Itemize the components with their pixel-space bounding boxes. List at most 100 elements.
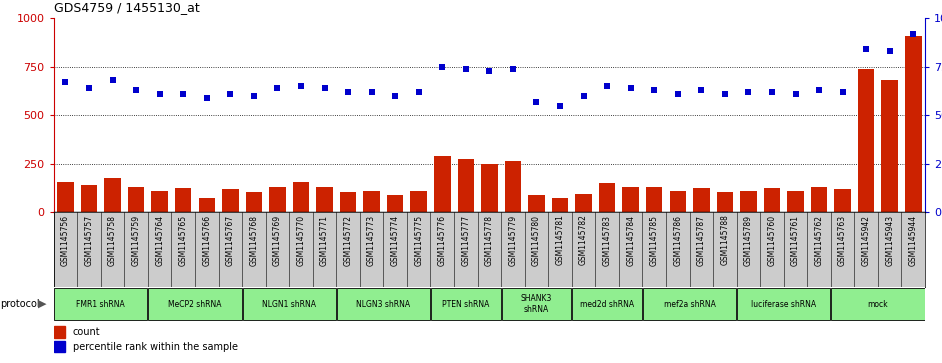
Text: ▶: ▶ — [38, 299, 46, 309]
Bar — [619, 212, 642, 287]
Bar — [313, 212, 336, 287]
Point — [506, 66, 521, 72]
Bar — [525, 212, 548, 287]
Point — [718, 91, 733, 97]
Bar — [552, 198, 568, 212]
Bar — [383, 212, 407, 287]
Point — [553, 103, 568, 109]
Bar — [57, 182, 73, 212]
Point — [270, 85, 285, 91]
Bar — [364, 191, 380, 212]
Bar — [572, 212, 595, 287]
Point — [200, 95, 215, 101]
Point — [647, 87, 662, 93]
Bar — [243, 289, 336, 319]
Text: GSM1145776: GSM1145776 — [438, 215, 447, 266]
Point — [459, 66, 474, 72]
Bar — [642, 212, 666, 287]
Text: GSM1145759: GSM1145759 — [132, 215, 140, 266]
Text: GSM1145760: GSM1145760 — [768, 215, 776, 266]
Bar — [690, 212, 713, 287]
Bar — [340, 192, 356, 212]
Bar — [854, 212, 878, 287]
Bar — [336, 212, 360, 287]
Point — [577, 93, 592, 99]
Bar — [905, 36, 921, 212]
Bar — [764, 188, 780, 212]
Point — [128, 87, 144, 93]
Bar — [599, 183, 615, 212]
Bar — [101, 212, 124, 287]
Point — [765, 89, 780, 95]
Bar — [784, 212, 807, 287]
Bar — [54, 212, 77, 287]
Bar — [811, 187, 827, 212]
Text: GSM1145765: GSM1145765 — [179, 215, 187, 266]
Bar — [573, 289, 642, 319]
Point — [836, 89, 851, 95]
Bar — [878, 212, 901, 287]
Point — [153, 91, 168, 97]
Bar — [454, 212, 478, 287]
Text: percentile rank within the sample: percentile rank within the sample — [73, 342, 237, 352]
Bar — [222, 189, 238, 212]
Bar — [788, 191, 804, 212]
Text: FMR1 shRNA: FMR1 shRNA — [76, 299, 125, 309]
Text: GSM1145782: GSM1145782 — [579, 215, 588, 265]
Bar — [246, 192, 262, 212]
Point — [859, 46, 874, 52]
Text: NLGN3 shRNA: NLGN3 shRNA — [356, 299, 411, 309]
Point — [106, 77, 121, 83]
Bar — [199, 198, 215, 212]
Bar — [175, 188, 191, 212]
Point — [341, 89, 356, 95]
Bar — [623, 187, 639, 212]
Bar — [149, 289, 242, 319]
Bar — [693, 188, 709, 212]
Text: GSM1145770: GSM1145770 — [297, 215, 305, 266]
Text: GSM1145771: GSM1145771 — [320, 215, 329, 266]
Point — [906, 31, 921, 37]
Bar — [171, 212, 195, 287]
Bar — [195, 212, 219, 287]
Text: GSM1145774: GSM1145774 — [391, 215, 399, 266]
Text: GSM1145762: GSM1145762 — [815, 215, 823, 266]
Text: GSM1145773: GSM1145773 — [367, 215, 376, 266]
Text: GSM1145761: GSM1145761 — [791, 215, 800, 266]
Bar — [670, 191, 686, 212]
Text: GSM1145758: GSM1145758 — [108, 215, 117, 266]
Point — [694, 87, 709, 93]
Text: GSM1145788: GSM1145788 — [721, 215, 729, 265]
Point — [317, 85, 333, 91]
Point — [788, 91, 804, 97]
Bar — [740, 191, 756, 212]
Bar — [481, 164, 497, 212]
Text: GSM1145768: GSM1145768 — [250, 215, 258, 266]
Bar — [55, 289, 147, 319]
Text: PTEN shRNA: PTEN shRNA — [442, 299, 490, 309]
Point — [529, 99, 544, 105]
Bar — [337, 289, 430, 319]
Bar — [128, 187, 144, 212]
Bar — [458, 159, 474, 212]
Text: GSM1145772: GSM1145772 — [344, 215, 352, 266]
Text: GSM1145766: GSM1145766 — [203, 215, 211, 266]
Text: GSM1145778: GSM1145778 — [485, 215, 494, 266]
Bar — [360, 212, 383, 287]
Bar — [505, 161, 521, 212]
Text: NLGN1 shRNA: NLGN1 shRNA — [262, 299, 317, 309]
Point — [812, 87, 827, 93]
Point — [624, 85, 639, 91]
Text: GSM1145775: GSM1145775 — [414, 215, 423, 266]
Point — [58, 79, 73, 85]
Bar — [595, 212, 619, 287]
Text: GSM1145767: GSM1145767 — [226, 215, 235, 266]
Text: GSM1145769: GSM1145769 — [273, 215, 282, 266]
Text: GSM1145786: GSM1145786 — [674, 215, 682, 266]
Point — [883, 48, 898, 54]
Bar — [411, 191, 427, 212]
Point — [412, 89, 427, 95]
Text: mef2a shRNA: mef2a shRNA — [663, 299, 716, 309]
Bar — [646, 187, 662, 212]
Bar — [407, 212, 430, 287]
